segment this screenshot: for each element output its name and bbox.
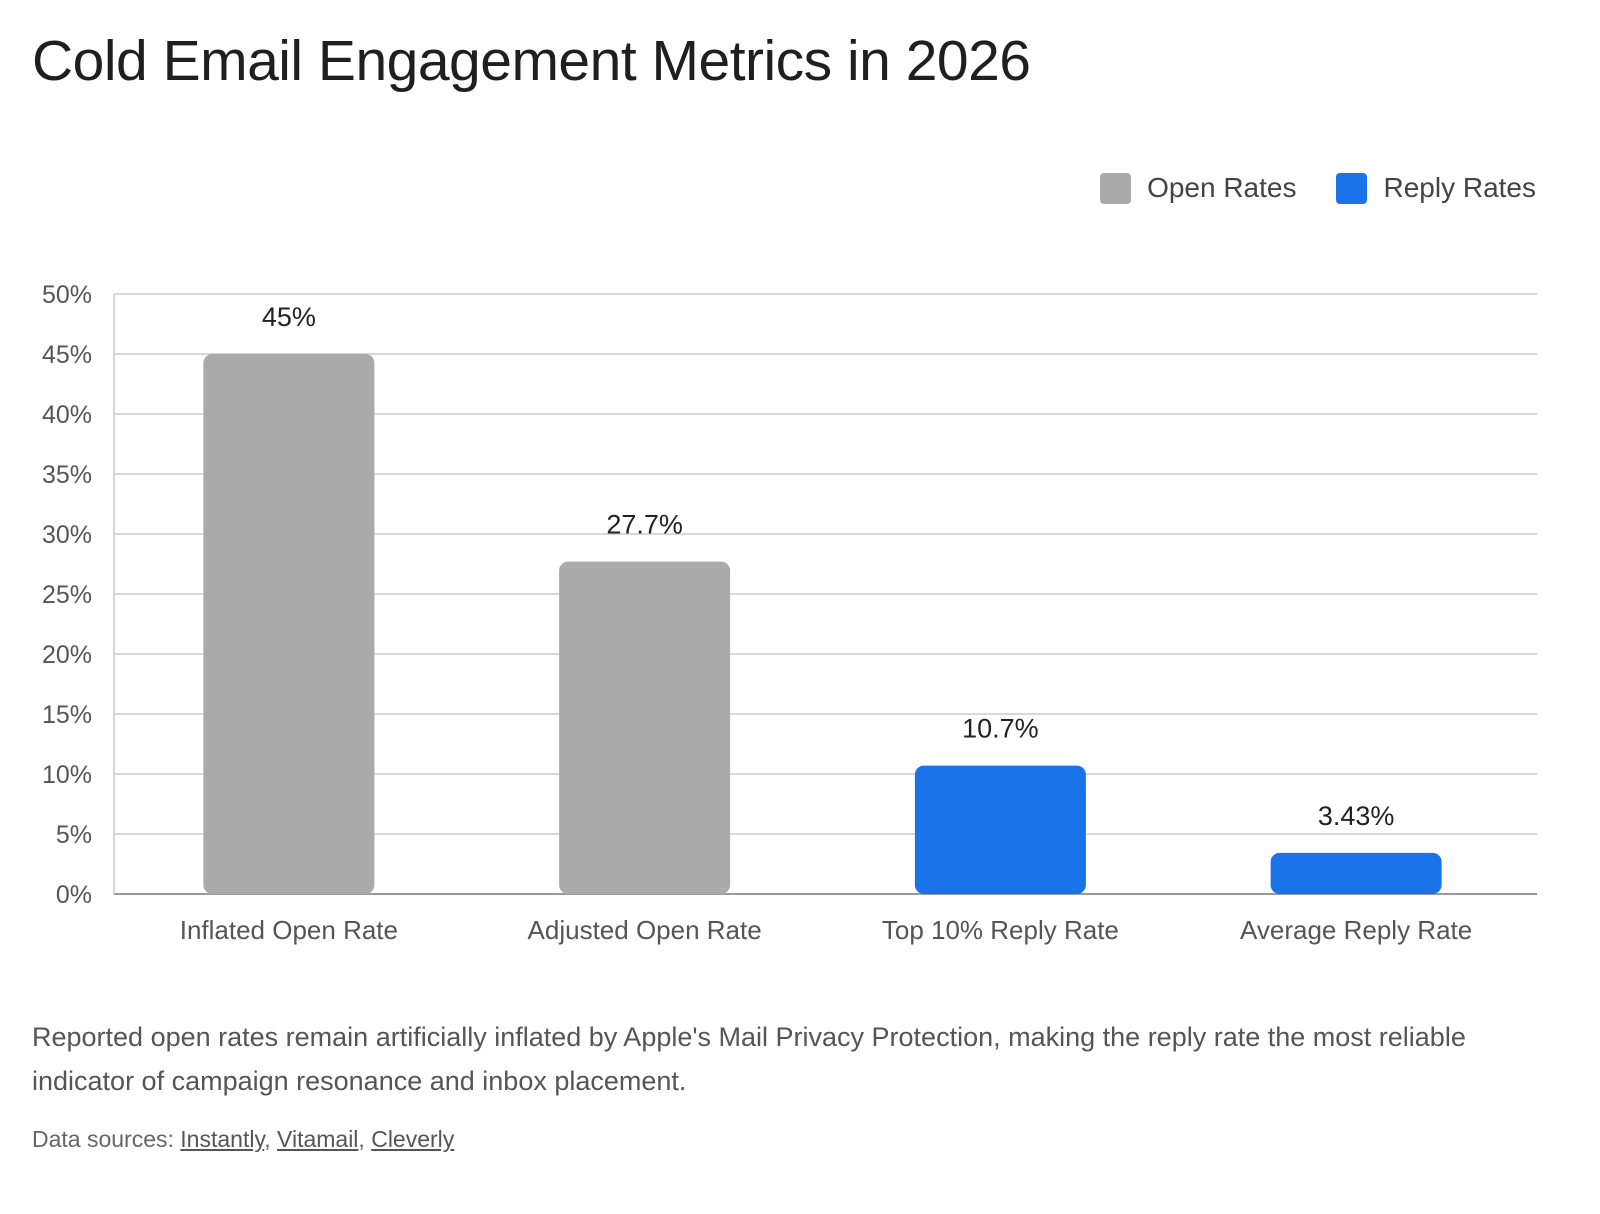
y-tick-label: 15% — [42, 701, 92, 729]
x-tick-label: Inflated Open Rate — [180, 915, 398, 945]
chart-caption: Reported open rates remain artificially … — [32, 1022, 1466, 1096]
y-tick-label: 45% — [42, 341, 92, 369]
y-tick-label: 10% — [42, 761, 92, 789]
y-tick-label: 0% — [56, 881, 92, 909]
bar-chart: 0% 5% 10% 15% 20% 25% 30% 35% 40% 45% 50% 45% Inflat… — [42, 281, 1537, 945]
data-label: 27.7% — [606, 510, 683, 540]
bar-adjusted-open-rate — [559, 561, 731, 894]
bar-inflated-open-rate — [203, 354, 375, 894]
y-tick-label: 5% — [56, 821, 92, 849]
source-link-cleverly[interactable]: Cleverly — [371, 1126, 455, 1152]
legend-label-reply-rates: Reply Rates — [1383, 172, 1536, 203]
data-label: 3.43% — [1318, 801, 1395, 831]
sources-prefix: Data sources: — [32, 1126, 181, 1152]
y-tick-label: 35% — [42, 461, 92, 489]
data-sources: Data sources: Instantly, Vitamail, Cleve… — [32, 1126, 454, 1153]
data-label: 45% — [262, 302, 316, 332]
y-tick-label: 40% — [42, 401, 92, 429]
data-label: 10.7% — [962, 714, 1039, 744]
x-tick-label: Adjusted Open Rate — [528, 915, 762, 945]
chart-title: Cold Email Engagement Metrics in 2026 — [32, 29, 1031, 93]
x-tick-label: Top 10% Reply Rate — [882, 915, 1119, 945]
bar-average-reply-rate — [1270, 852, 1442, 894]
legend-label-open-rates: Open Rates — [1147, 172, 1297, 203]
legend-swatch-open-rates — [1100, 172, 1132, 204]
y-tick-label: 30% — [42, 521, 92, 549]
legend-item-open-rates: Open Rates — [1100, 172, 1296, 204]
legend-item-reply-rates: Reply Rates — [1336, 172, 1536, 204]
source-link-vitamail[interactable]: Vitamail — [277, 1126, 359, 1152]
legend-swatch-reply-rates — [1336, 172, 1368, 204]
y-tick-label: 50% — [42, 281, 92, 309]
chart-legend: Open Rates Reply Rates — [1100, 172, 1536, 204]
sources-separator: , — [358, 1126, 372, 1152]
source-link-instantly[interactable]: Instantly — [180, 1126, 265, 1152]
sources-separator: , — [264, 1126, 278, 1152]
x-tick-label: Average Reply Rate — [1240, 915, 1472, 945]
bar-top-10-reply-rate — [914, 765, 1086, 894]
y-tick-label: 25% — [42, 581, 92, 609]
y-tick-label: 20% — [42, 641, 92, 669]
